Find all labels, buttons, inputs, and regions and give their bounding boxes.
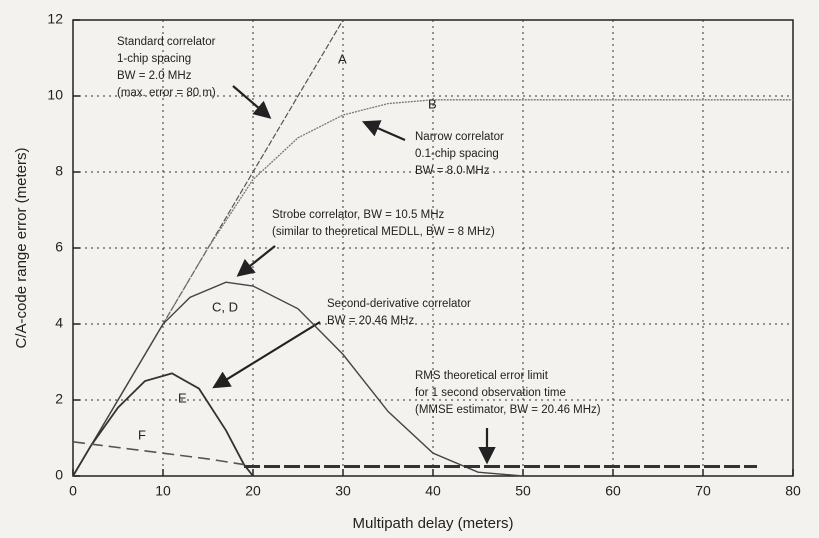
y-tick-label: 4	[55, 315, 63, 331]
annotation: (max. error = 80 m)	[117, 87, 216, 99]
annotation: BW = 8.0 MHz	[415, 165, 490, 177]
annotation: Second-derivative correlator	[327, 298, 471, 310]
series-line	[72, 441, 245, 466]
x-tick-label: 80	[785, 483, 801, 499]
annotation: Strobe correlator, BW = 10.5 MHz	[272, 209, 444, 221]
series-line	[72, 372, 254, 477]
annotation: Narrow correlator	[415, 131, 504, 143]
annotation: 1-chip spacing	[117, 53, 191, 65]
annotation: Standard correlator	[117, 36, 216, 48]
annotation: for 1 second observation time	[415, 387, 566, 399]
y-tick-label: 2	[55, 391, 63, 407]
arrow	[236, 245, 276, 277]
x-tick-label: 50	[515, 483, 531, 499]
annotation: (similar to theoretical MEDLL, BW = 8 MH…	[272, 226, 495, 238]
x-axis-title: Multipath delay (meters)	[353, 515, 514, 532]
arrow	[232, 85, 272, 119]
series-label: A	[338, 51, 347, 66]
x-tick-label: 10	[155, 483, 171, 499]
x-tick-label: 0	[69, 483, 77, 499]
arrow	[361, 120, 406, 142]
annotation: RMS theoretical error limit	[415, 370, 549, 382]
y-tick-label: 10	[47, 87, 63, 103]
annotation: 0.1-chip spacing	[415, 148, 499, 160]
annotation: (MMSE estimator, BW = 20.46 MHz)	[415, 404, 601, 416]
annotation: BW = 2.0 MHz	[117, 70, 192, 82]
series-label: F	[138, 427, 146, 442]
x-tick-label: 60	[605, 483, 621, 499]
y-tick-label: 12	[47, 11, 63, 27]
y-tick-label: 8	[55, 163, 63, 179]
x-tick-label: 40	[425, 483, 441, 499]
x-tick-label: 70	[695, 483, 711, 499]
arrows	[212, 85, 496, 465]
x-tick-label: 20	[245, 483, 261, 499]
series-label: E	[178, 390, 187, 405]
annotation: BW = 20.46 MHz	[327, 315, 414, 327]
series-label: B	[428, 96, 437, 111]
series-label: C, D	[212, 299, 238, 314]
y-tick-label: 0	[55, 467, 63, 483]
arrow	[212, 321, 321, 389]
series-line	[72, 281, 524, 477]
x-tick-label: 30	[335, 483, 351, 499]
y-axis-title: C/A-code range error (meters)	[13, 148, 30, 349]
series-line	[72, 99, 793, 477]
y-tick-label: 6	[55, 239, 63, 255]
